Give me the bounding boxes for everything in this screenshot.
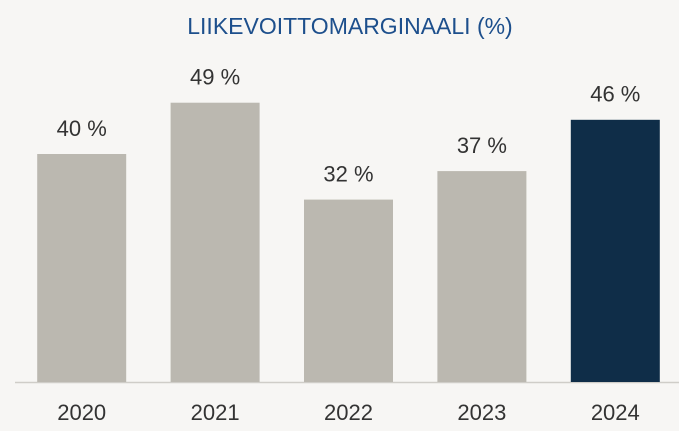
value-label: 32 % (323, 161, 373, 186)
bar (437, 171, 527, 382)
value-label: 37 % (457, 133, 507, 158)
x-tick-label: 2024 (591, 400, 640, 425)
value-label: 46 % (590, 82, 640, 107)
bar (170, 102, 260, 382)
bar (37, 154, 127, 382)
bar (570, 119, 660, 383)
x-tick-label: 2021 (191, 400, 240, 425)
value-label: 40 % (57, 116, 107, 141)
x-tick-label: 2023 (457, 400, 506, 425)
x-tick-label: 2020 (57, 400, 106, 425)
value-label: 49 % (190, 65, 240, 90)
chart-title: LIIKEVOITTOMARGINAALI (%) (187, 13, 512, 39)
bar (304, 199, 393, 382)
x-tick-label: 2022 (324, 400, 373, 425)
